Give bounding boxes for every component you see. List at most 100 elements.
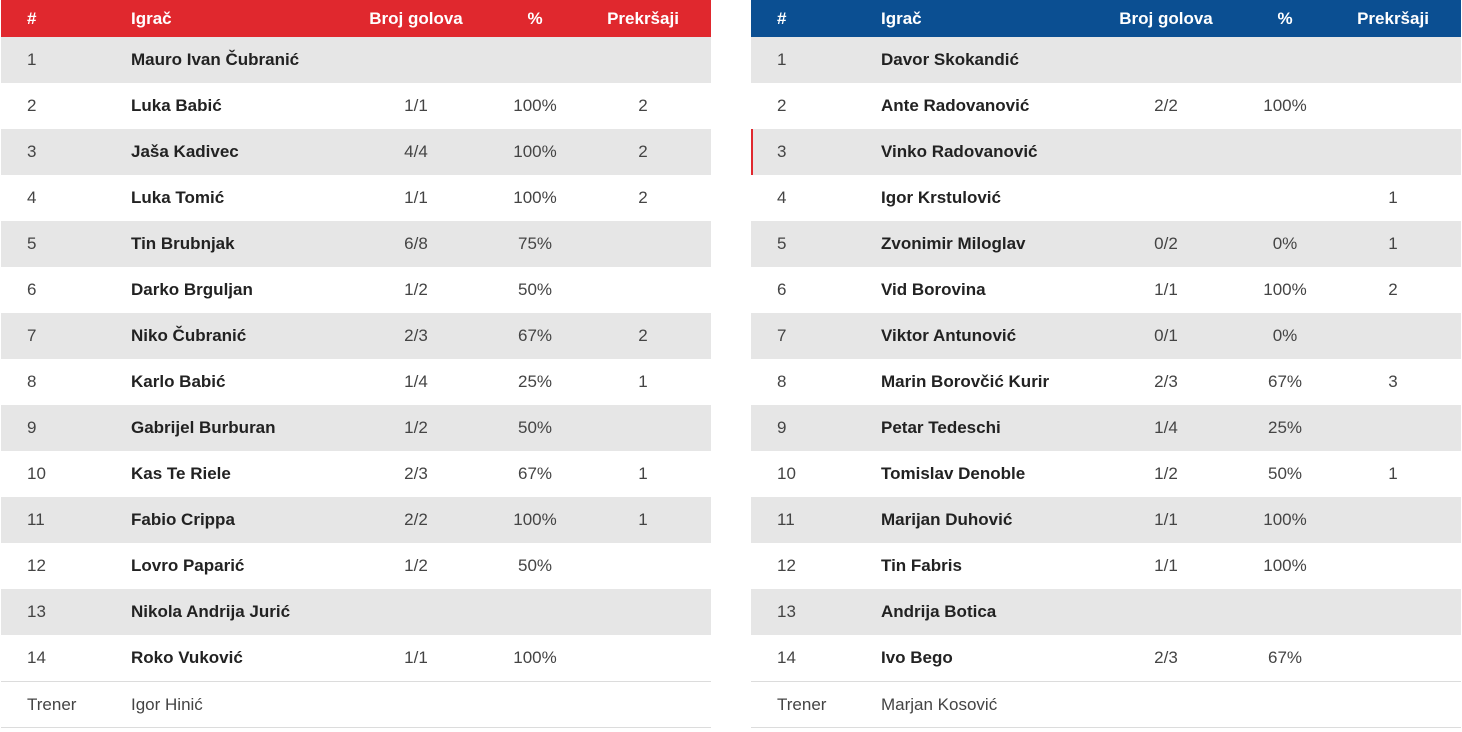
- player-goals: 2/3: [404, 464, 428, 483]
- player-row: 4 Luka Tomić 1/1 100% 2: [1, 175, 711, 221]
- player-number: 10: [777, 464, 796, 483]
- player-number: 12: [777, 556, 796, 575]
- player-name: Nikola Andrija Jurić: [131, 602, 291, 621]
- player-number: 4: [777, 188, 787, 207]
- player-row: 6 Darko Brguljan 1/2 50%: [1, 267, 711, 313]
- player-number: 9: [777, 418, 787, 437]
- player-row: 9 Gabrijel Burburan 1/2 50%: [1, 405, 711, 451]
- player-number: 13: [27, 602, 46, 621]
- player-number: 5: [27, 234, 37, 253]
- player-percent: 100%: [1263, 96, 1307, 115]
- player-percent: 100%: [1263, 510, 1307, 529]
- player-goals: 1/2: [404, 280, 428, 299]
- player-percent: 100%: [1263, 556, 1307, 575]
- header-player: Igrač: [131, 8, 172, 28]
- player-name: Kas Te Riele: [131, 464, 231, 483]
- player-percent: 25%: [517, 372, 553, 391]
- player-goals: 2/3: [404, 326, 428, 345]
- player-name: Marin Borovčić Kurir: [881, 372, 1050, 391]
- coach-label: Trener: [27, 694, 77, 714]
- player-row: 11 Marijan Duhović 1/1 100%: [751, 497, 1461, 543]
- player-fouls: 1: [1388, 188, 1398, 207]
- player-number: 3: [27, 142, 37, 161]
- player-percent: 100%: [1263, 280, 1307, 299]
- player-name: Tin Fabris: [881, 556, 962, 575]
- player-number: 5: [777, 234, 787, 253]
- player-number: 12: [27, 556, 46, 575]
- player-row: 10 Kas Te Riele 2/3 67% 1: [1, 451, 711, 497]
- player-goals: 1/1: [1154, 280, 1178, 299]
- player-row: 4 Igor Krstulović 1: [751, 175, 1461, 221]
- header-goals: Broj golova: [369, 8, 463, 28]
- header-player: Igrač: [881, 8, 922, 28]
- player-fouls: 1: [638, 464, 648, 483]
- player-percent: 50%: [1267, 464, 1303, 483]
- player-goals: 1/4: [1154, 418, 1178, 437]
- player-number: 11: [777, 510, 795, 529]
- player-name: Tomislav Denoble: [881, 464, 1026, 483]
- player-percent: 100%: [513, 96, 557, 115]
- player-goals: 6/8: [404, 234, 428, 253]
- header-fouls: Prekršaji: [1357, 8, 1429, 28]
- player-name: Andrija Botica: [881, 602, 997, 621]
- header-goals: Broj golova: [1119, 8, 1213, 28]
- player-goals: 1/2: [404, 556, 428, 575]
- player-row: 3 Jaša Kadivec 4/4 100% 2: [1, 129, 711, 175]
- player-goals: 2/3: [1154, 648, 1178, 667]
- player-goals: 1/2: [404, 418, 428, 437]
- player-name: Lovro Paparić: [131, 556, 245, 575]
- home-team-table: # Igrač Broj golova % Prekršaji 1 Mauro I…: [1, 0, 711, 728]
- player-fouls: 2: [638, 96, 648, 115]
- player-goals: 1/1: [1154, 556, 1178, 575]
- player-fouls: 3: [1388, 372, 1398, 391]
- player-name: Ivo Bego: [881, 648, 953, 667]
- player-name: Petar Tedeschi: [881, 418, 1001, 437]
- player-percent: 100%: [513, 142, 557, 161]
- player-goals: 4/4: [404, 142, 428, 161]
- player-name: Niko Čubranić: [131, 326, 247, 345]
- coach-name: Marjan Kosović: [881, 694, 998, 714]
- player-fouls: 1: [638, 372, 648, 391]
- player-row: 10 Tomislav Denoble 1/2 50% 1: [751, 451, 1461, 497]
- home-table-header: # Igrač Broj golova % Prekršaji: [1, 0, 711, 37]
- player-row: 1 Davor Skokandić: [751, 37, 1461, 83]
- player-percent: 50%: [517, 556, 553, 575]
- player-number: 7: [777, 326, 787, 345]
- player-fouls: 1: [638, 510, 648, 529]
- header-percent: %: [1277, 8, 1293, 28]
- player-fouls: 2: [638, 326, 648, 345]
- player-name: Luka Tomić: [131, 188, 225, 207]
- player-number: 13: [777, 602, 796, 621]
- player-row: 3 Vinko Radovanović: [751, 129, 1461, 175]
- coach-name: Igor Hinić: [131, 694, 203, 714]
- player-goals: 1/2: [1154, 464, 1178, 483]
- header-percent: %: [527, 8, 543, 28]
- player-name: Fabio Crippa: [131, 510, 235, 529]
- player-row: 8 Marin Borovčić Kurir 2/3 67% 3: [751, 359, 1461, 405]
- player-row: 5 Zvonimir Miloglav 0/2 0% 1: [751, 221, 1461, 267]
- player-goals: 0/1: [1154, 326, 1178, 345]
- player-percent: 50%: [517, 280, 553, 299]
- player-name: Viktor Antunović: [881, 326, 1017, 345]
- player-row: 5 Tin Brubnjak 6/8 75%: [1, 221, 711, 267]
- player-goals: 2/3: [1154, 372, 1178, 391]
- player-name: Luka Babić: [131, 96, 222, 115]
- player-percent: 100%: [513, 648, 557, 667]
- player-number: 2: [777, 96, 787, 115]
- away-team-table: # Igrač Broj golova % Prekršaji 1 Davor S…: [751, 0, 1461, 728]
- player-row: 9 Petar Tedeschi 1/4 25%: [751, 405, 1461, 451]
- player-number: 6: [777, 280, 787, 299]
- player-number: 10: [27, 464, 46, 483]
- player-row: 13 Nikola Andrija Jurić: [1, 589, 711, 635]
- player-percent: 67%: [517, 326, 553, 345]
- header-number: #: [777, 8, 787, 28]
- player-goals: 1/4: [404, 372, 428, 391]
- player-row: 7 Viktor Antunović 0/1 0%: [751, 313, 1461, 359]
- player-goals: 1/1: [404, 188, 428, 207]
- player-fouls: 2: [638, 142, 648, 161]
- away-coach-row: Trener Marjan Kosović: [751, 681, 1461, 728]
- player-number: 6: [27, 280, 37, 299]
- player-row: 7 Niko Čubranić 2/3 67% 2: [1, 313, 711, 359]
- player-name: Karlo Babić: [131, 372, 226, 391]
- player-fouls: 1: [1388, 234, 1398, 253]
